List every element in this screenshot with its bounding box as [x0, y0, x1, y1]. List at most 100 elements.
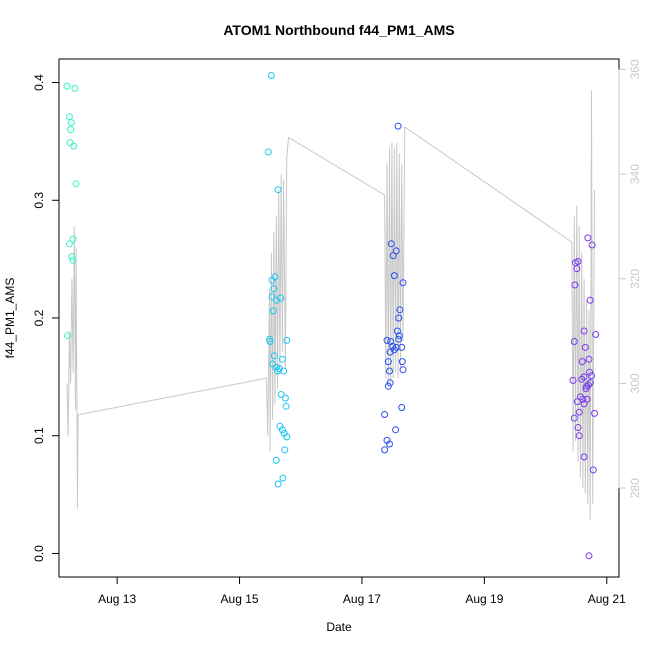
data-point — [278, 355, 286, 363]
data-point — [585, 552, 593, 560]
data-point — [578, 375, 586, 383]
data-point — [279, 474, 287, 482]
y-tick-label: 0.0 — [32, 545, 46, 562]
data-point — [573, 398, 581, 406]
y-axis-right: 280 300 320 340 360 — [618, 59, 642, 498]
data-points-layer — [63, 72, 600, 560]
data-point — [582, 385, 590, 393]
y-right-tick-label: 340 — [628, 164, 642, 184]
data-point — [274, 186, 282, 194]
data-point — [586, 296, 594, 304]
data-point — [588, 241, 596, 249]
data-point — [580, 453, 588, 461]
data-point — [584, 234, 592, 242]
data-point — [395, 332, 403, 340]
data-point — [69, 235, 77, 243]
data-point — [389, 342, 397, 350]
data-point — [281, 446, 289, 454]
data-point — [283, 433, 291, 441]
data-point — [392, 426, 400, 434]
data-point — [387, 338, 395, 345]
data-point — [282, 402, 290, 410]
data-point — [266, 338, 274, 345]
data-point — [383, 336, 391, 344]
data-point — [64, 332, 72, 340]
data-point — [399, 366, 407, 374]
chart-title: ATOM1 Northbound f44_PM1_AMS — [223, 22, 454, 38]
data-point — [575, 408, 583, 416]
data-point — [398, 343, 406, 351]
data-point — [578, 358, 586, 366]
data-point — [277, 391, 285, 398]
data-point — [396, 306, 404, 314]
data-point — [571, 281, 579, 289]
data-point — [395, 314, 403, 322]
data-point — [269, 360, 277, 368]
data-point — [585, 355, 593, 363]
data-point — [281, 394, 289, 402]
data-point — [398, 358, 406, 366]
data-point — [589, 466, 597, 474]
data-point — [386, 440, 393, 448]
data-point — [384, 382, 392, 390]
data-point — [386, 379, 394, 387]
data-point — [394, 122, 402, 130]
x-tick-label: Aug 21 — [588, 592, 626, 606]
data-point — [591, 409, 598, 417]
data-point — [573, 265, 581, 273]
data-point — [586, 379, 594, 387]
x-axis: Aug 13 Aug 15 Aug 17 Aug 19 Aug 21 — [98, 576, 626, 606]
data-point — [570, 414, 578, 422]
data-point — [71, 84, 79, 92]
y-right-tick-label: 300 — [628, 373, 642, 393]
data-point — [272, 456, 280, 464]
data-point — [580, 373, 588, 381]
y-tick-label: 0.1 — [32, 427, 46, 444]
data-point — [272, 296, 280, 304]
data-point — [67, 119, 75, 127]
x-tick-label: Aug 17 — [343, 592, 381, 606]
y-right-tick-label: 320 — [628, 268, 642, 288]
data-point — [68, 253, 76, 261]
y-tick-label: 0.4 — [32, 74, 46, 91]
data-point — [395, 335, 403, 343]
y-right-tick-label: 280 — [628, 478, 642, 498]
data-point — [393, 327, 401, 335]
data-point — [67, 126, 75, 134]
data-point — [389, 252, 397, 260]
data-point — [386, 367, 393, 375]
data-point — [399, 279, 407, 287]
data-point — [270, 352, 278, 360]
y-right-tick-label: 360 — [628, 59, 642, 79]
data-point — [264, 148, 272, 156]
data-point — [72, 180, 80, 188]
data-point — [390, 346, 398, 354]
y-axis-label: f44_PM1_AMS — [3, 278, 17, 359]
data-point — [270, 285, 278, 293]
data-point — [63, 82, 71, 90]
y-tick-label: 0.3 — [32, 192, 46, 209]
data-point — [278, 426, 286, 434]
data-point — [381, 411, 389, 418]
data-point — [569, 376, 577, 384]
data-point — [580, 327, 588, 335]
data-point — [70, 142, 78, 150]
y-axis-left: 0.0 0.1 0.2 0.3 0.4 — [32, 74, 60, 562]
data-point — [574, 258, 582, 265]
x-tick-label: Aug 15 — [221, 592, 259, 606]
data-point — [283, 336, 291, 344]
data-point — [274, 480, 282, 488]
data-point — [268, 293, 276, 301]
data-point — [267, 72, 275, 79]
data-point — [69, 256, 77, 264]
data-point — [581, 343, 589, 351]
data-point — [592, 331, 600, 338]
data-point — [280, 367, 288, 375]
x-tick-label: Aug 13 — [98, 592, 136, 606]
data-point — [583, 395, 591, 403]
data-point — [398, 404, 406, 411]
data-point — [575, 432, 583, 440]
data-point — [390, 272, 398, 280]
data-point — [580, 400, 588, 408]
